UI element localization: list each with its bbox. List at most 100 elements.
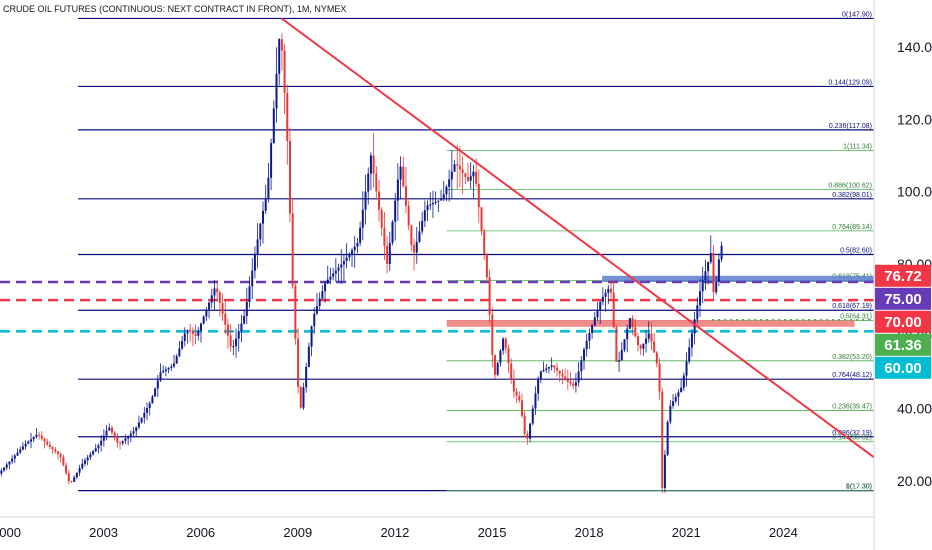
- candle-body-75: [202, 316, 205, 324]
- candle-body-265: [715, 282, 718, 293]
- candle-body-130: [351, 250, 354, 254]
- candle-body-181: [488, 277, 491, 315]
- price-badge-4[interactable]: [875, 356, 931, 379]
- candle-body-160: [431, 202, 434, 205]
- price-badge-0[interactable]: [875, 264, 931, 287]
- candle-body-194: [523, 415, 526, 434]
- candle-body-115: [310, 326, 313, 347]
- candle-body-57: [154, 388, 157, 397]
- fib2-label-4: 0.5(64.31): [840, 314, 872, 321]
- candle-body-43: [116, 437, 119, 443]
- candle-body-103: [278, 39, 281, 74]
- fib1-label-5: 0.618(67.19): [832, 303, 872, 310]
- candle-body-11: [30, 439, 33, 442]
- candle-body-59: [159, 372, 162, 381]
- x-tick-8: 2024: [769, 525, 798, 540]
- price-badge-label-1: 75.00: [884, 291, 922, 308]
- candle-body-74: [199, 323, 202, 331]
- candle-body-242: [653, 341, 656, 353]
- candle-body-85: [229, 335, 232, 347]
- candle-body-78: [210, 295, 213, 303]
- candle-body-256: [690, 333, 693, 348]
- candle-body-204: [550, 365, 553, 367]
- candle-body-139: [375, 173, 378, 192]
- candle-body-44: [119, 442, 122, 444]
- candle-body-206: [556, 367, 559, 371]
- candle-body-131: [353, 246, 356, 251]
- candle-body-247: [666, 421, 669, 455]
- candle-body-145: [391, 221, 394, 243]
- candle-body-107: [288, 141, 291, 214]
- candle-body-155: [418, 231, 421, 242]
- candle-body-224: [604, 292, 607, 297]
- candle-body-159: [429, 204, 432, 206]
- candle-body-113: [305, 366, 308, 388]
- candle-body-170: [458, 165, 461, 170]
- x-tick-0: 2000: [0, 525, 21, 540]
- price-badge-3[interactable]: [875, 333, 931, 356]
- x-tick-4: 2012: [380, 525, 409, 540]
- candle-body-91: [245, 302, 248, 317]
- candle-body-41: [110, 427, 113, 433]
- candle-body-135: [364, 191, 367, 210]
- candle-body-5: [13, 455, 16, 459]
- candle-body-222: [599, 301, 602, 310]
- x-tick-5: 2015: [478, 525, 507, 540]
- candle-body-210: [566, 379, 569, 382]
- candle-body-175: [472, 171, 475, 177]
- candle-body-227: [612, 292, 615, 328]
- fib1-label-7: 0.886(32.19): [832, 430, 872, 437]
- candle-body-238: [642, 343, 645, 349]
- price-badge-1[interactable]: [875, 287, 931, 310]
- fib1-label-6: 0.764(48.12): [832, 372, 872, 379]
- candle-body-262: [707, 262, 710, 272]
- x-tick-2: 2006: [186, 525, 215, 540]
- x-tick-7: 2021: [672, 525, 701, 540]
- fib2-label-1: 0.886(100.62): [828, 182, 872, 189]
- candle-body-121: [326, 279, 329, 284]
- candle-body-254: [685, 361, 688, 376]
- candle-body-223: [601, 296, 604, 302]
- candle-body-267: [720, 245, 723, 260]
- candle-body-141: [380, 209, 383, 228]
- candle-body-201: [542, 369, 545, 372]
- candle-body-72: [194, 333, 197, 336]
- price-badges[interactable]: 76.72 75.00 70.00 61.36 60.00: [875, 264, 931, 379]
- price-badge-2[interactable]: [875, 310, 931, 333]
- candle-body-116: [313, 313, 316, 327]
- candle-body-176: [475, 171, 478, 184]
- x-tick-6: 2018: [575, 525, 604, 540]
- candle-body-209: [564, 376, 567, 380]
- fib2-label-7: 0.144(30.82): [832, 435, 872, 442]
- candle-body-14: [38, 434, 41, 436]
- candle-body-190: [512, 378, 515, 392]
- candle-body-211: [569, 381, 572, 384]
- candle-body-81: [218, 292, 221, 303]
- candle-body-94: [253, 255, 256, 271]
- candle-body-66: [178, 348, 181, 357]
- candle-body-157: [423, 210, 426, 221]
- candle-body-49: [132, 431, 135, 434]
- fib1-label-8: 1(17.30): [846, 484, 872, 491]
- candle-body-52: [140, 417, 143, 423]
- candle-body-239: [645, 338, 648, 344]
- candle-body-10: [27, 441, 30, 444]
- candle-body-95: [256, 239, 259, 256]
- candle-body-27: [73, 477, 76, 482]
- candle-body-161: [434, 201, 437, 203]
- candle-body-61: [164, 369, 167, 371]
- candle-body-34: [92, 451, 95, 455]
- candle-body-8: [21, 446, 24, 450]
- zone-1: [446, 319, 855, 327]
- candle-body-110: [297, 338, 300, 387]
- candle-body-253: [682, 375, 685, 388]
- price-badge-label-3: 61.36: [884, 337, 922, 354]
- candle-body-97: [262, 210, 265, 224]
- fib2-label-8: 0(17.30): [846, 484, 872, 491]
- trendline: [281, 17, 875, 459]
- candle-body-166: [448, 179, 451, 187]
- candle-body-207: [558, 370, 561, 374]
- candle-body-84: [226, 324, 229, 336]
- candle-body-20: [54, 449, 57, 452]
